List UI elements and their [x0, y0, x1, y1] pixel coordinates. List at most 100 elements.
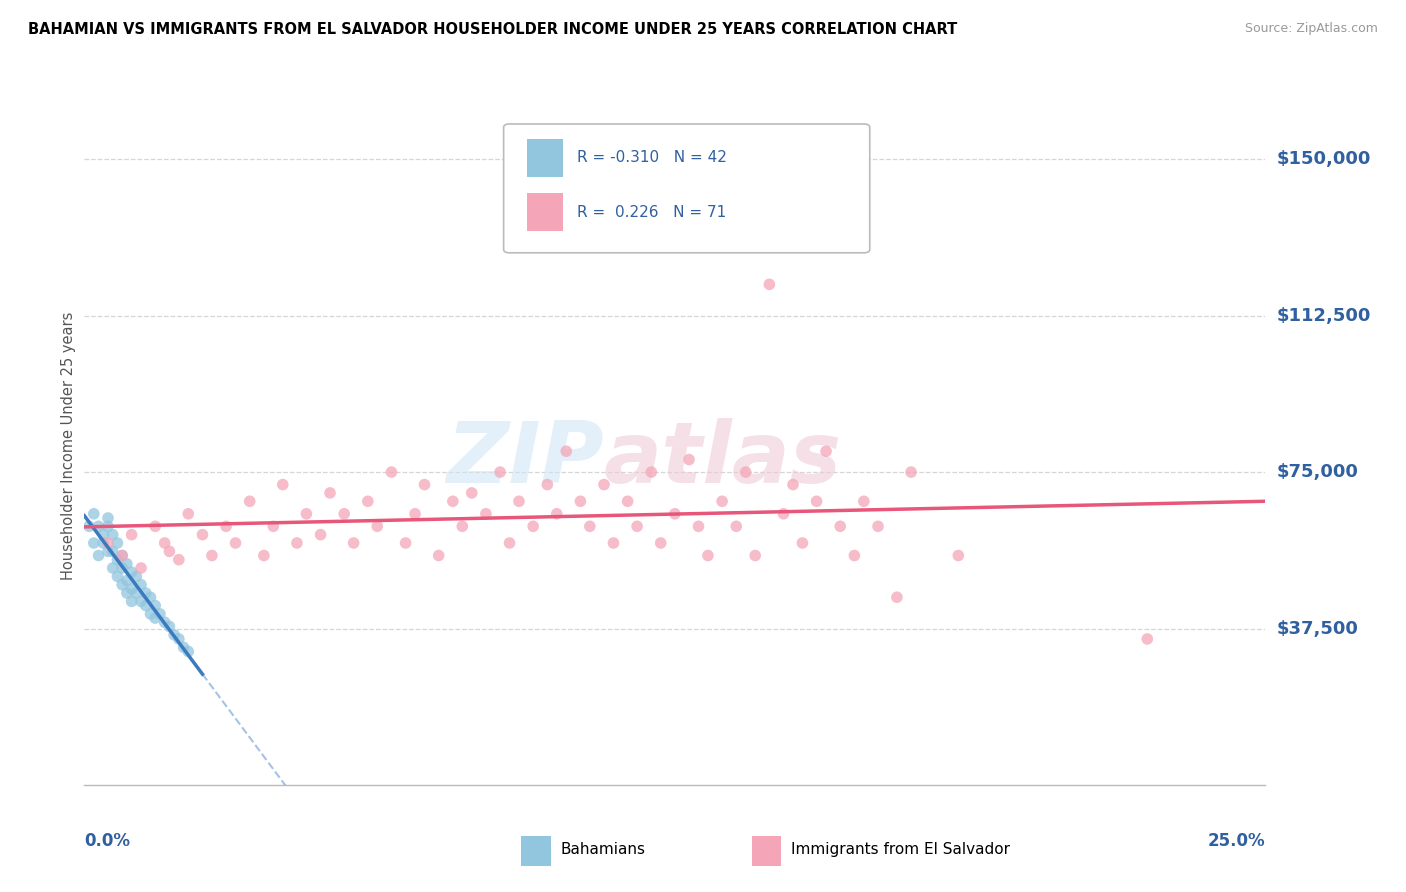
- Point: [129, 578, 152, 592]
- Point: [441, 494, 464, 508]
- Point: [101, 527, 124, 541]
- Point: [546, 507, 568, 521]
- Point: [616, 494, 638, 508]
- Point: [129, 561, 152, 575]
- Bar: [522, 836, 551, 866]
- Point: [143, 599, 166, 613]
- Point: [806, 494, 828, 508]
- Point: [107, 552, 129, 566]
- Point: [593, 477, 616, 491]
- Point: [107, 569, 129, 583]
- Point: [886, 591, 908, 605]
- Point: [830, 519, 852, 533]
- Point: [536, 477, 558, 491]
- Point: [461, 486, 484, 500]
- Point: [97, 511, 120, 525]
- Point: [163, 628, 186, 642]
- Point: [508, 494, 530, 508]
- Point: [522, 519, 544, 533]
- Point: [688, 519, 710, 533]
- Text: $75,000: $75,000: [1277, 463, 1358, 481]
- Point: [225, 536, 247, 550]
- Text: $150,000: $150,000: [1277, 150, 1371, 169]
- Point: [413, 477, 436, 491]
- Text: BAHAMIAN VS IMMIGRANTS FROM EL SALVADOR HOUSEHOLDER INCOME UNDER 25 YEARS CORREL: BAHAMIAN VS IMMIGRANTS FROM EL SALVADOR …: [28, 22, 957, 37]
- Point: [602, 536, 624, 550]
- Point: [1136, 632, 1159, 646]
- Point: [678, 452, 700, 467]
- Point: [343, 536, 366, 550]
- Point: [366, 519, 388, 533]
- Point: [404, 507, 426, 521]
- Point: [177, 507, 200, 521]
- Point: [489, 465, 512, 479]
- Point: [866, 519, 889, 533]
- Point: [697, 549, 720, 563]
- Bar: [527, 194, 562, 231]
- Point: [173, 640, 195, 655]
- Text: R = -0.310   N = 42: R = -0.310 N = 42: [576, 151, 727, 165]
- Bar: [527, 139, 562, 177]
- Point: [262, 519, 284, 533]
- Point: [121, 565, 143, 579]
- Point: [271, 477, 294, 491]
- Point: [157, 619, 180, 633]
- Point: [792, 536, 814, 550]
- Point: [153, 615, 176, 630]
- Point: [191, 527, 214, 541]
- Point: [319, 486, 342, 500]
- Point: [948, 549, 970, 563]
- Point: [91, 536, 114, 550]
- Point: [129, 594, 152, 608]
- Point: [782, 477, 804, 491]
- Point: [357, 494, 380, 508]
- Point: [121, 527, 143, 541]
- Point: [498, 536, 520, 550]
- Point: [253, 549, 276, 563]
- Y-axis label: Householder Income Under 25 years: Householder Income Under 25 years: [60, 312, 76, 580]
- Point: [107, 536, 129, 550]
- Point: [201, 549, 224, 563]
- Point: [725, 519, 748, 533]
- Text: $37,500: $37,500: [1277, 620, 1358, 638]
- Point: [579, 519, 602, 533]
- Point: [758, 277, 780, 292]
- Point: [111, 578, 134, 592]
- Point: [115, 586, 138, 600]
- Point: [215, 519, 238, 533]
- Point: [772, 507, 794, 521]
- Text: atlas: atlas: [605, 418, 842, 501]
- Point: [744, 549, 766, 563]
- Text: $112,500: $112,500: [1277, 307, 1371, 325]
- Point: [626, 519, 648, 533]
- Point: [111, 549, 134, 563]
- Point: [143, 519, 166, 533]
- Point: [139, 607, 162, 621]
- Point: [97, 544, 120, 558]
- Point: [101, 544, 124, 558]
- Point: [380, 465, 402, 479]
- Point: [167, 552, 190, 566]
- Point: [285, 536, 308, 550]
- Point: [125, 569, 148, 583]
- Point: [149, 607, 172, 621]
- Point: [139, 591, 162, 605]
- Point: [569, 494, 592, 508]
- Point: [650, 536, 672, 550]
- Point: [664, 507, 686, 521]
- Point: [87, 519, 110, 533]
- Point: [111, 561, 134, 575]
- Point: [83, 536, 105, 550]
- Point: [135, 599, 157, 613]
- Point: [734, 465, 756, 479]
- Point: [101, 561, 124, 575]
- Point: [111, 549, 134, 563]
- Point: [309, 527, 332, 541]
- Point: [815, 444, 838, 458]
- Point: [711, 494, 734, 508]
- Point: [121, 594, 143, 608]
- Point: [91, 527, 114, 541]
- Text: Bahamians: Bahamians: [561, 842, 645, 857]
- Point: [87, 549, 110, 563]
- Point: [451, 519, 474, 533]
